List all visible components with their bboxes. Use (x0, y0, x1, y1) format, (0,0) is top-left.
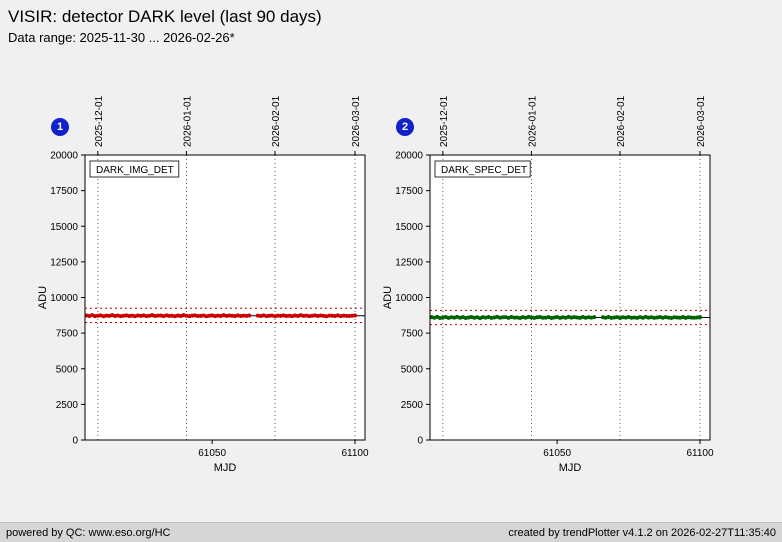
panel-label: DARK_SPEC_DET (441, 165, 527, 176)
y-tick-label: 0 (417, 436, 423, 447)
y-tick-label: 5000 (401, 364, 424, 375)
panel-label-box (89, 160, 180, 178)
data-point (195, 314, 200, 319)
chart-dark-img-det: 2025-12-01 2026-01-01 2026-02-01 2026-03-01… (37, 95, 369, 474)
y-axis-label: ADU (382, 286, 394, 309)
panel-label: DARK_IMG_DET (96, 165, 174, 176)
y-tick-label: 12500 (50, 257, 78, 268)
y-axis-label: ADU (37, 286, 49, 309)
data-point (353, 313, 357, 318)
header: VISIR: detector DARK level (last 90 days… (0, 0, 782, 45)
y-tick-label: 10000 (395, 293, 423, 304)
footer-right: created by trendPlotter v4.1.2 on 2026-0… (508, 526, 776, 539)
date-range: Data range: 2025-11-30 ... 2026-02-26* (8, 30, 235, 45)
plot-area (430, 155, 710, 440)
y-tick-label: 10000 (50, 293, 78, 304)
data-point (672, 315, 677, 320)
y-tick-label: 12500 (395, 257, 423, 268)
data-point (155, 313, 160, 318)
x-tick-label: 61100 (686, 448, 714, 459)
data-point (500, 315, 505, 320)
date-tick-label: 2026-01-01 (527, 95, 538, 147)
y-tick-label: 15000 (50, 222, 78, 233)
date-tick-label: 2026-02-01 (271, 95, 282, 147)
data-point (592, 315, 597, 320)
data-point (247, 313, 252, 318)
panel-label-box (434, 160, 531, 178)
y-tick-label: 5000 (56, 364, 79, 375)
y-tick-label: 2500 (56, 400, 79, 411)
panel-2-badge: 2 (396, 118, 414, 136)
date-tick-label: 2026-03-01 (696, 95, 707, 147)
x-axis-label: MJD (214, 462, 237, 474)
panel-1-badge: 1 (51, 118, 69, 136)
plot-area (85, 155, 365, 440)
date-tick-label: 2025-12-01 (439, 95, 450, 147)
footer: powered by QC: www.eso.org/HC created by… (0, 522, 782, 542)
x-tick-label: 61050 (543, 448, 571, 459)
y-tick-label: 17500 (395, 186, 423, 197)
y-tick-label: 17500 (50, 186, 78, 197)
y-tick-label: 7500 (401, 329, 424, 340)
footer-left: powered by QC: www.eso.org/HC (6, 526, 171, 539)
y-tick-label: 0 (72, 436, 78, 447)
x-axis-label: MJD (559, 462, 582, 474)
y-tick-label: 2500 (401, 400, 424, 411)
page-title: VISIR: detector DARK level (last 90 days… (8, 7, 322, 26)
date-tick-label: 2025-12-01 (94, 95, 105, 147)
x-tick-label: 61050 (198, 448, 226, 459)
data-point (167, 313, 172, 318)
chart-dark-spec-det: 2025-12-01 2026-01-01 2026-02-01 2026-03-01… (382, 95, 714, 474)
y-tick-label: 15000 (395, 222, 423, 233)
data-point (689, 315, 694, 320)
y-tick-label: 20000 (395, 151, 423, 162)
y-tick-label: 7500 (56, 329, 79, 340)
data-point (698, 315, 702, 320)
date-tick-label: 2026-03-01 (351, 95, 362, 147)
date-tick-label: 2026-02-01 (616, 95, 627, 147)
data-point (540, 315, 545, 320)
x-tick-label: 61100 (341, 448, 369, 459)
data-point (327, 313, 332, 318)
data-point (512, 315, 517, 320)
data-point (344, 313, 349, 318)
date-tick-label: 2026-01-01 (182, 95, 193, 147)
y-tick-label: 20000 (50, 151, 78, 162)
